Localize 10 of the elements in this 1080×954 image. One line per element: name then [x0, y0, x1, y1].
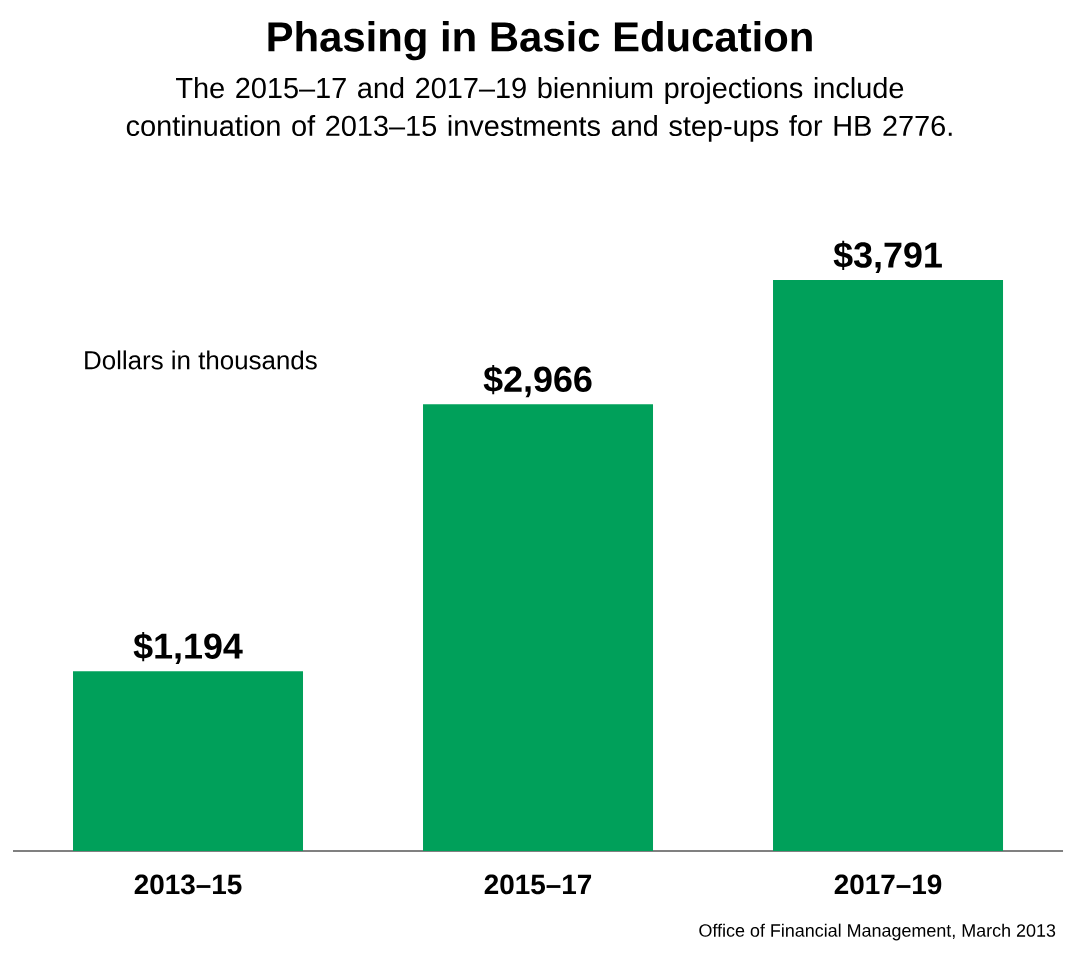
- x-tick-label: 2017–19: [834, 874, 942, 895]
- chart-subtitle: The 2015–17 and 2017–19 biennium projections include continuation of 2013–15 investments and step-ups for HB 2776.: [126, 77, 952, 142]
- x-tick-label: 2015–17: [484, 874, 592, 895]
- data-label: $3,791: [833, 240, 942, 273]
- chart-title: Phasing in Basic Education: [268, 21, 812, 61]
- x-tick-label: 2013–15: [134, 874, 242, 895]
- text: Office of Financial Management, March 2013: [699, 923, 1056, 941]
- data-label: $1,194: [133, 631, 243, 665]
- data-label: $2,966: [483, 365, 592, 398]
- annotation: Dollars in thousands: [85, 350, 317, 370]
